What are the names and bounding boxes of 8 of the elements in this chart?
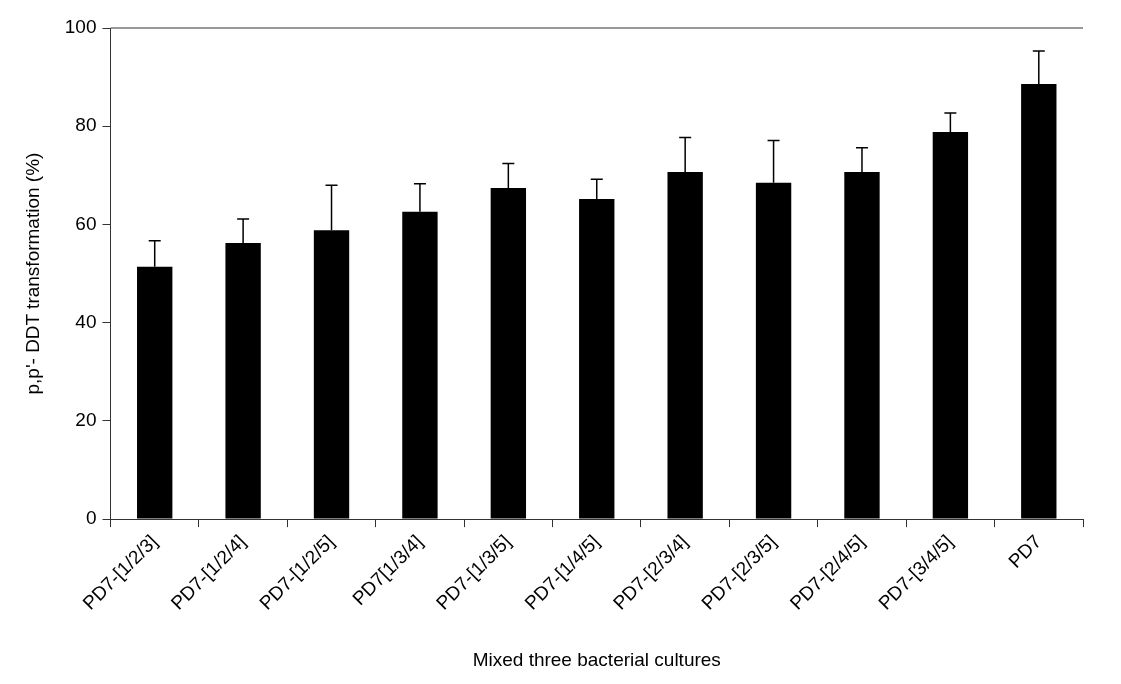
y-tick-label: 100 (64, 16, 97, 38)
y-tick-label: 20 (75, 409, 97, 431)
y-tick-label: 0 (85, 507, 97, 529)
y-tick-label: 60 (75, 212, 97, 234)
y-axis-title: p,p'- DDT transformation (%) (21, 152, 43, 395)
y-tick-label: 40 (75, 310, 97, 332)
y-tick-label: 80 (75, 114, 97, 136)
x-axis-title: Mixed three bacterial cultures (472, 648, 721, 670)
